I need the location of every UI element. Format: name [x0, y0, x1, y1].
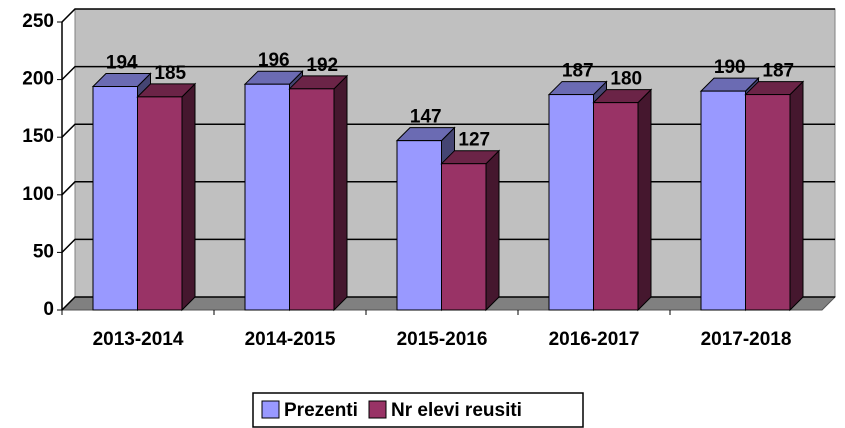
value-label: 194 [106, 53, 138, 74]
legend-swatch [261, 400, 280, 419]
bar [593, 102, 639, 311]
legend: Prezenti Nr elevi reusiti [252, 392, 584, 428]
y-tick-label: 250 [22, 11, 54, 32]
grid-line [61, 65, 835, 81]
bar [700, 90, 746, 311]
bar [92, 86, 138, 311]
bar [441, 163, 487, 311]
bar-side [333, 74, 348, 312]
bar [137, 96, 183, 311]
bar [548, 94, 594, 311]
value-label: 180 [610, 69, 642, 90]
bar-side [181, 82, 196, 312]
x-tick-label: 2013-2014 [93, 329, 184, 350]
value-label: 147 [410, 107, 442, 128]
value-label: 185 [154, 63, 186, 84]
bar [745, 94, 791, 311]
bar [244, 83, 290, 311]
legend-label: Nr elevi reusiti [391, 400, 522, 421]
x-tick-label: 2014-2015 [245, 329, 336, 350]
y-tick-label: 50 [33, 241, 54, 262]
bar-side [485, 149, 500, 312]
value-label: 192 [306, 55, 338, 76]
bar [289, 88, 335, 311]
x-tick-label: 2015-2016 [397, 329, 488, 350]
y-tick-label: 0 [43, 299, 54, 320]
value-label: 187 [562, 61, 594, 82]
y-tick-label: 200 [22, 69, 54, 90]
y-tick-label: 100 [22, 184, 54, 205]
legend-swatch [368, 400, 387, 419]
grid-line [61, 8, 835, 23]
value-label: 187 [762, 61, 794, 82]
value-label: 127 [458, 130, 490, 151]
x-tick-label: 2017-2018 [701, 329, 792, 350]
legend-box [252, 392, 584, 428]
bar-side [637, 88, 652, 312]
x-tick-label: 2016-2017 [549, 329, 640, 350]
y-tick-label: 150 [22, 126, 54, 147]
bar-side [789, 80, 804, 312]
value-label: 190 [714, 57, 746, 78]
legend-label: Prezenti [284, 400, 358, 421]
bar [396, 140, 442, 311]
value-label: 196 [258, 50, 290, 71]
